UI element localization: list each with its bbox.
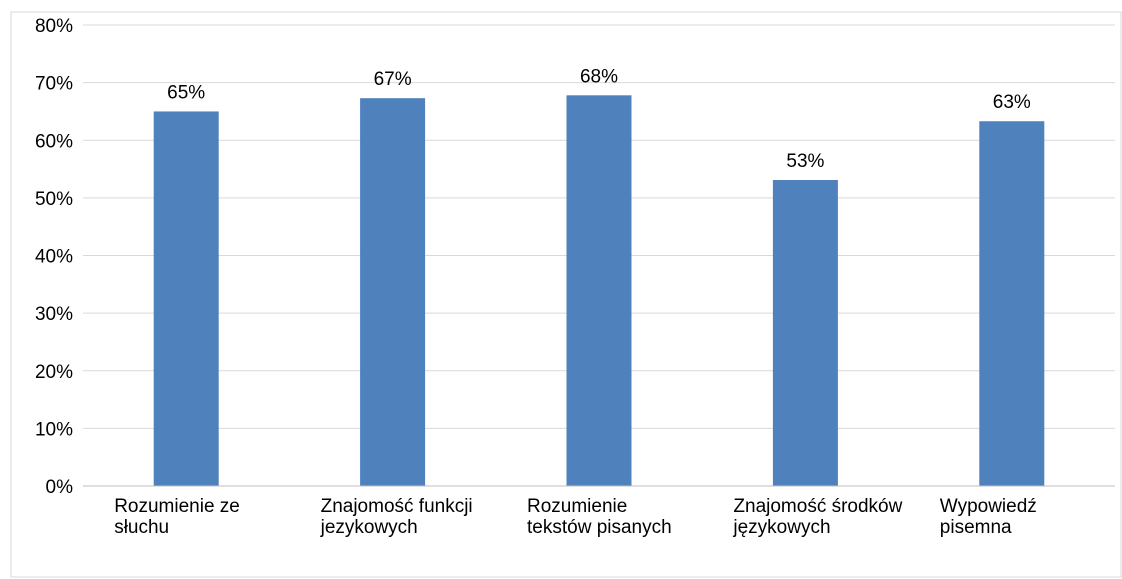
category-label: Znajomość funkcji bbox=[321, 496, 473, 517]
category-label: pisemna bbox=[940, 517, 1012, 538]
category-label: Rozumienie ze bbox=[114, 496, 240, 517]
data-labels: 65% 67% 68% 53% 63% bbox=[167, 66, 1031, 172]
chart-border bbox=[10, 11, 1122, 578]
data-label: 53% bbox=[786, 151, 824, 172]
bars bbox=[153, 95, 1045, 487]
data-label: 65% bbox=[167, 82, 205, 103]
gridlines bbox=[83, 24, 1115, 429]
data-label: 67% bbox=[374, 69, 412, 90]
y-tick-label: 70% bbox=[35, 74, 73, 95]
category-label: słuchu bbox=[114, 517, 169, 538]
bar bbox=[566, 95, 632, 487]
y-tick-label: 30% bbox=[35, 304, 73, 325]
y-tick-label: 20% bbox=[35, 362, 73, 383]
data-label: 68% bbox=[580, 66, 618, 87]
y-tick-label: 50% bbox=[35, 189, 73, 210]
category-label: Rozumienie bbox=[527, 496, 627, 517]
bar bbox=[979, 121, 1045, 486]
bar bbox=[360, 98, 426, 486]
bar bbox=[153, 111, 219, 486]
category-label: językowych bbox=[732, 517, 830, 538]
category-label: Wypowiedź bbox=[940, 496, 1037, 517]
y-tick-label: 0% bbox=[46, 477, 74, 498]
y-tick-label: 60% bbox=[35, 131, 73, 152]
y-tick-label: 40% bbox=[35, 247, 73, 268]
data-label: 63% bbox=[993, 92, 1031, 113]
y-axis-tick-labels: 0% 10% 20% 30% 40% 50% 60% 70% 80% bbox=[35, 16, 73, 498]
y-tick-label: 80% bbox=[35, 16, 73, 37]
y-tick-label: 10% bbox=[35, 419, 73, 440]
category-label: Znajomość środków bbox=[733, 496, 902, 517]
category-label: jezykowych bbox=[320, 517, 418, 538]
category-label: tekstów pisanych bbox=[527, 517, 672, 538]
bar bbox=[772, 180, 838, 487]
